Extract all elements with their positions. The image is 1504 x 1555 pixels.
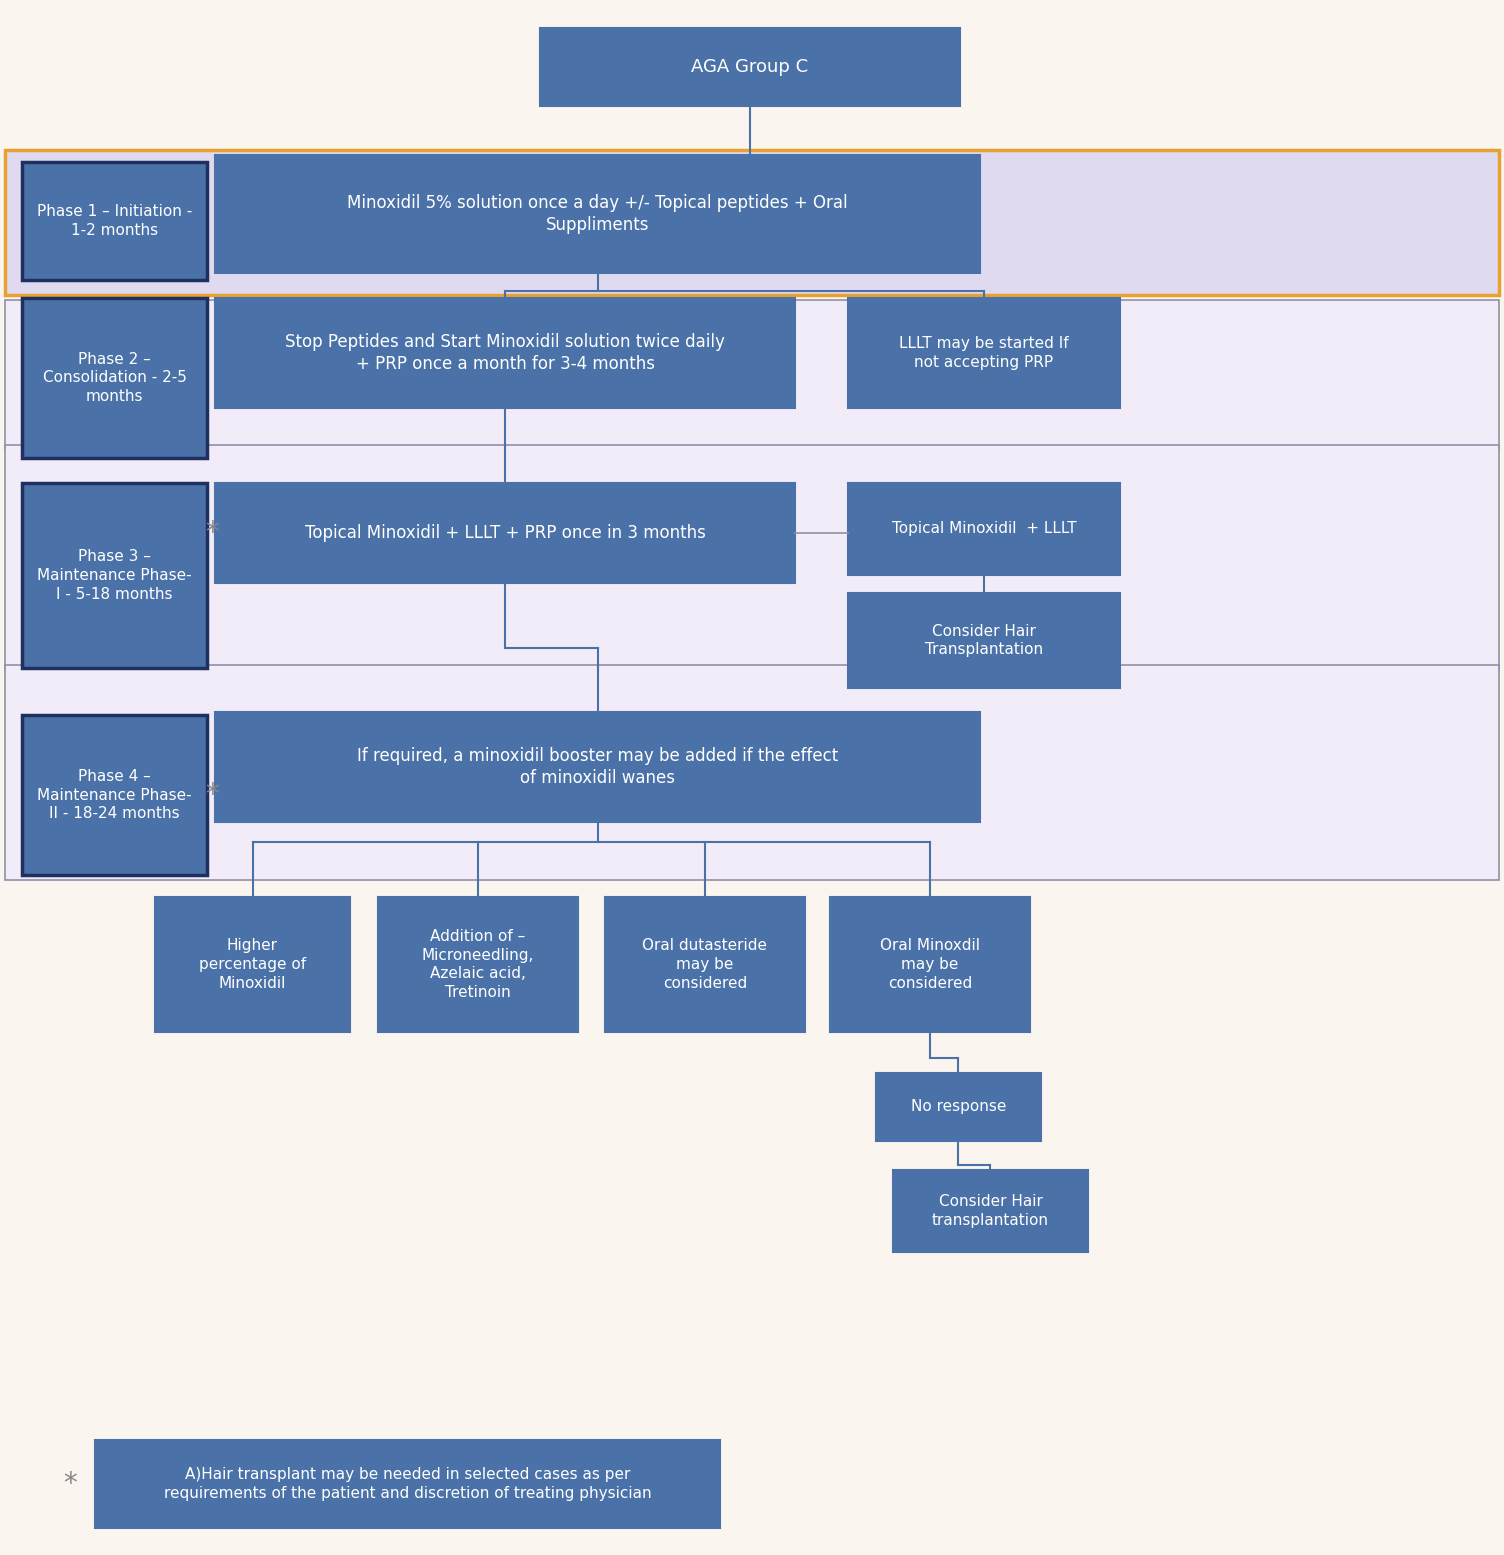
FancyBboxPatch shape	[155, 897, 350, 1033]
Text: No response: No response	[911, 1099, 1006, 1115]
Text: Minoxidil 5% solution once a day +/- Topical peptides + Oral
Suppliments: Minoxidil 5% solution once a day +/- Top…	[347, 194, 848, 235]
FancyBboxPatch shape	[5, 666, 1499, 880]
Text: LLLT may be started If
not accepting PRP: LLLT may be started If not accepting PRP	[899, 336, 1069, 370]
FancyBboxPatch shape	[215, 484, 796, 583]
Text: Oral dutasteride
may be
considered: Oral dutasteride may be considered	[642, 938, 767, 991]
FancyBboxPatch shape	[830, 897, 1030, 1033]
Text: Stop Peptides and Start Minoxidil solution twice daily
+ PRP once a month for 3-: Stop Peptides and Start Minoxidil soluti…	[286, 333, 725, 373]
FancyBboxPatch shape	[95, 1440, 720, 1529]
FancyBboxPatch shape	[215, 299, 796, 407]
Text: Consider Hair
Transplantation: Consider Hair Transplantation	[925, 624, 1044, 658]
FancyBboxPatch shape	[875, 1073, 1041, 1141]
Text: Topical Minoxidil + LLLT + PRP once in 3 months: Topical Minoxidil + LLLT + PRP once in 3…	[305, 524, 705, 543]
FancyBboxPatch shape	[23, 484, 208, 669]
Text: *: *	[63, 1469, 77, 1497]
FancyBboxPatch shape	[848, 484, 1120, 575]
FancyBboxPatch shape	[215, 156, 981, 274]
FancyBboxPatch shape	[378, 897, 578, 1033]
FancyBboxPatch shape	[215, 712, 981, 823]
FancyBboxPatch shape	[23, 299, 208, 459]
Text: AGA Group C: AGA Group C	[692, 58, 809, 76]
FancyBboxPatch shape	[23, 715, 208, 875]
FancyBboxPatch shape	[540, 28, 960, 106]
Text: Phase 3 –
Maintenance Phase-
I - 5-18 months: Phase 3 – Maintenance Phase- I - 5-18 mo…	[38, 549, 193, 602]
FancyBboxPatch shape	[23, 162, 208, 280]
FancyBboxPatch shape	[605, 897, 805, 1033]
FancyBboxPatch shape	[5, 300, 1499, 449]
Text: Oral Minoxdil
may be
considered: Oral Minoxdil may be considered	[880, 938, 981, 991]
Text: Phase 1 – Initiation -
1-2 months: Phase 1 – Initiation - 1-2 months	[38, 204, 193, 238]
FancyBboxPatch shape	[5, 445, 1499, 670]
FancyBboxPatch shape	[5, 149, 1499, 295]
FancyBboxPatch shape	[893, 1169, 1087, 1252]
Text: *: *	[205, 781, 220, 809]
Text: Topical Minoxidil  + LLLT: Topical Minoxidil + LLLT	[892, 521, 1077, 536]
Text: *: *	[205, 519, 220, 547]
Text: Phase 4 –
Maintenance Phase-
II - 18-24 months: Phase 4 – Maintenance Phase- II - 18-24 …	[38, 768, 193, 821]
Text: If required, a minoxidil booster may be added if the effect
of minoxidil wanes: If required, a minoxidil booster may be …	[356, 746, 838, 787]
Text: Higher
percentage of
Minoxidil: Higher percentage of Minoxidil	[199, 938, 305, 991]
Text: Consider Hair
transplantation: Consider Hair transplantation	[932, 1194, 1048, 1228]
Text: Phase 2 –
Consolidation - 2-5
months: Phase 2 – Consolidation - 2-5 months	[42, 351, 186, 404]
FancyBboxPatch shape	[848, 299, 1120, 407]
Text: Addition of –
Microneedling,
Azelaic acid,
Tretinoin: Addition of – Microneedling, Azelaic aci…	[421, 928, 534, 1000]
FancyBboxPatch shape	[848, 592, 1120, 687]
Text: A)Hair transplant may be needed in selected cases as per
requirements of the pat: A)Hair transplant may be needed in selec…	[164, 1468, 651, 1501]
